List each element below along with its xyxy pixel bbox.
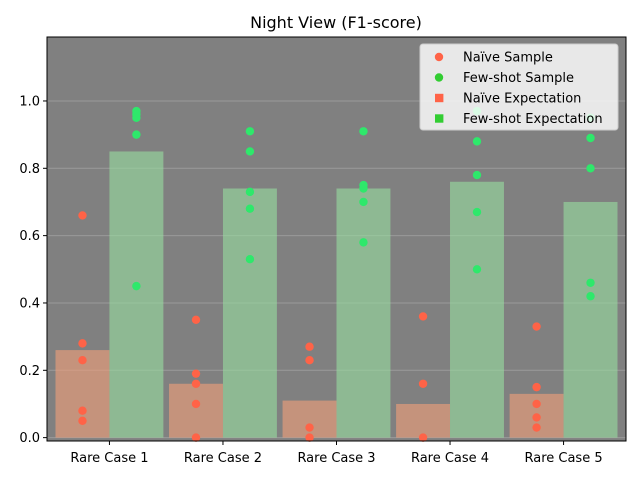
few-shot-sample-point: [586, 164, 595, 173]
naive-sample-point: [78, 339, 87, 348]
naive-sample-point: [532, 322, 541, 331]
y-tick-label: 1.0: [19, 94, 40, 109]
x-tick-label: Rare Case 1: [70, 451, 148, 466]
legend-marker-square: [435, 114, 444, 123]
naive-sample-point: [532, 382, 541, 392]
legend-label: Few-shot Expectation: [463, 112, 603, 127]
few-shot-sample-point: [359, 184, 368, 193]
naive-sample-point: [191, 433, 201, 442]
x-tick-label: Rare Case 5: [524, 451, 602, 466]
few-shot-sample-point: [586, 292, 595, 301]
y-tick-label: 0.6: [19, 229, 40, 244]
few-shot-sample-point: [472, 170, 482, 180]
naive-sample-point: [191, 369, 201, 378]
few-shot-expectation-bar: [563, 201, 618, 438]
few-shot-sample-point: [132, 281, 141, 291]
naive-sample-point: [305, 356, 314, 365]
few-shot-sample-point: [472, 265, 482, 274]
x-tick-label: Rare Case 3: [297, 451, 375, 466]
naive-sample-point: [418, 433, 428, 442]
legend-marker-square: [435, 93, 444, 103]
few-shot-expectation-bar: [222, 188, 277, 438]
few-shot-sample-point: [472, 207, 482, 217]
few-shot-expectation-bar: [336, 188, 391, 438]
few-shot-sample-point: [359, 197, 368, 207]
legend: Naïve Sample Few-shot Sample Naïve Expecta…: [419, 43, 619, 131]
few-shot-sample-point: [132, 113, 141, 123]
few-shot-expectation-bar: [109, 151, 164, 438]
naive-sample-point: [78, 406, 87, 415]
few-shot-sample-point: [132, 130, 141, 139]
legend-label: Naïve Sample: [463, 51, 553, 66]
sample-points: [78, 106, 595, 442]
naive-sample-point: [418, 312, 428, 321]
few-shot-sample-point: [586, 133, 595, 143]
few-shot-sample-point: [245, 127, 255, 136]
naive-sample-point: [78, 356, 87, 365]
naive-sample-point: [532, 423, 541, 432]
few-shot-sample-point: [359, 127, 368, 136]
naive-expectation-bar: [282, 400, 337, 438]
y-tick-label: 0.4: [19, 296, 40, 311]
few-shot-sample-point: [359, 238, 368, 247]
naive-sample-point: [305, 433, 314, 442]
few-shot-sample-point: [245, 187, 255, 197]
legend-label: Few-shot Sample: [463, 71, 574, 86]
legend-box: [419, 43, 619, 131]
naive-sample-point: [191, 379, 201, 388]
naive-sample-point: [191, 315, 201, 324]
axes: 0.0 0.2 0.4 0.6 0.8 1.0 Rare Case 1 Rare Case 2…: [19, 36, 627, 466]
naive-sample-point: [532, 399, 541, 409]
chart-title: Night View (F1-score): [250, 13, 422, 32]
naive-expectation-bar: [396, 403, 451, 438]
y-tick-label: 0.2: [19, 364, 40, 379]
y-tick-label: 0.0: [19, 431, 40, 446]
legend-marker-circle: [434, 73, 444, 82]
naive-sample-point: [78, 211, 87, 220]
few-shot-sample-point: [586, 278, 595, 287]
naive-sample-point: [78, 416, 87, 425]
few-shot-sample-point: [472, 137, 482, 146]
naive-sample-point: [418, 379, 428, 388]
y-tick-label: 0.8: [19, 162, 40, 177]
legend-label: Naïve Expectation: [463, 92, 581, 107]
naive-sample-point: [532, 413, 541, 422]
few-shot-sample-point: [245, 204, 255, 213]
x-tick-label: Rare Case 4: [411, 451, 489, 466]
naive-sample-point: [305, 423, 314, 432]
naive-sample-point: [191, 399, 201, 409]
few-shot-sample-point: [245, 147, 255, 156]
naive-sample-point: [305, 342, 314, 351]
few-shot-expectation-bar: [450, 181, 504, 438]
few-shot-sample-point: [245, 255, 255, 264]
legend-marker-circle: [434, 52, 444, 62]
naive-expectation-bar: [169, 383, 223, 438]
x-tick-label: Rare Case 2: [184, 451, 262, 466]
